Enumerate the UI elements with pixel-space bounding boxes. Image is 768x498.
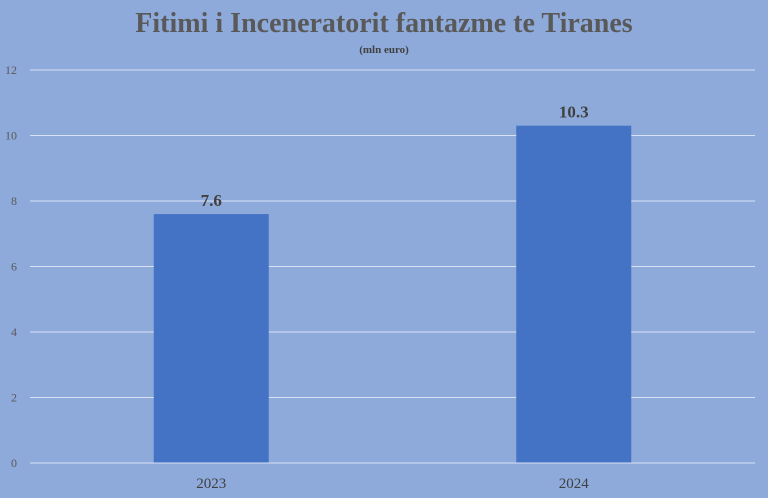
data-label: 7.6 <box>201 191 222 210</box>
y-tick-label: 0 <box>11 456 17 470</box>
y-tick-label: 12 <box>5 63 17 77</box>
y-tick-label: 4 <box>11 325 17 339</box>
y-tick-label: 6 <box>11 260 17 274</box>
chart-subtitle: (mln euro) <box>359 44 409 56</box>
bar <box>516 125 632 464</box>
y-tick-label: 10 <box>5 129 17 143</box>
y-tick-label: 8 <box>11 194 17 208</box>
data-label: 10.3 <box>559 103 589 122</box>
x-tick-label: 2024 <box>559 476 590 492</box>
bar <box>153 214 269 463</box>
x-tick-label: 2023 <box>196 476 226 492</box>
y-tick-label: 2 <box>11 391 17 405</box>
chart-title: Fitimi i Inceneratorit fantazme te Tiran… <box>135 8 633 39</box>
